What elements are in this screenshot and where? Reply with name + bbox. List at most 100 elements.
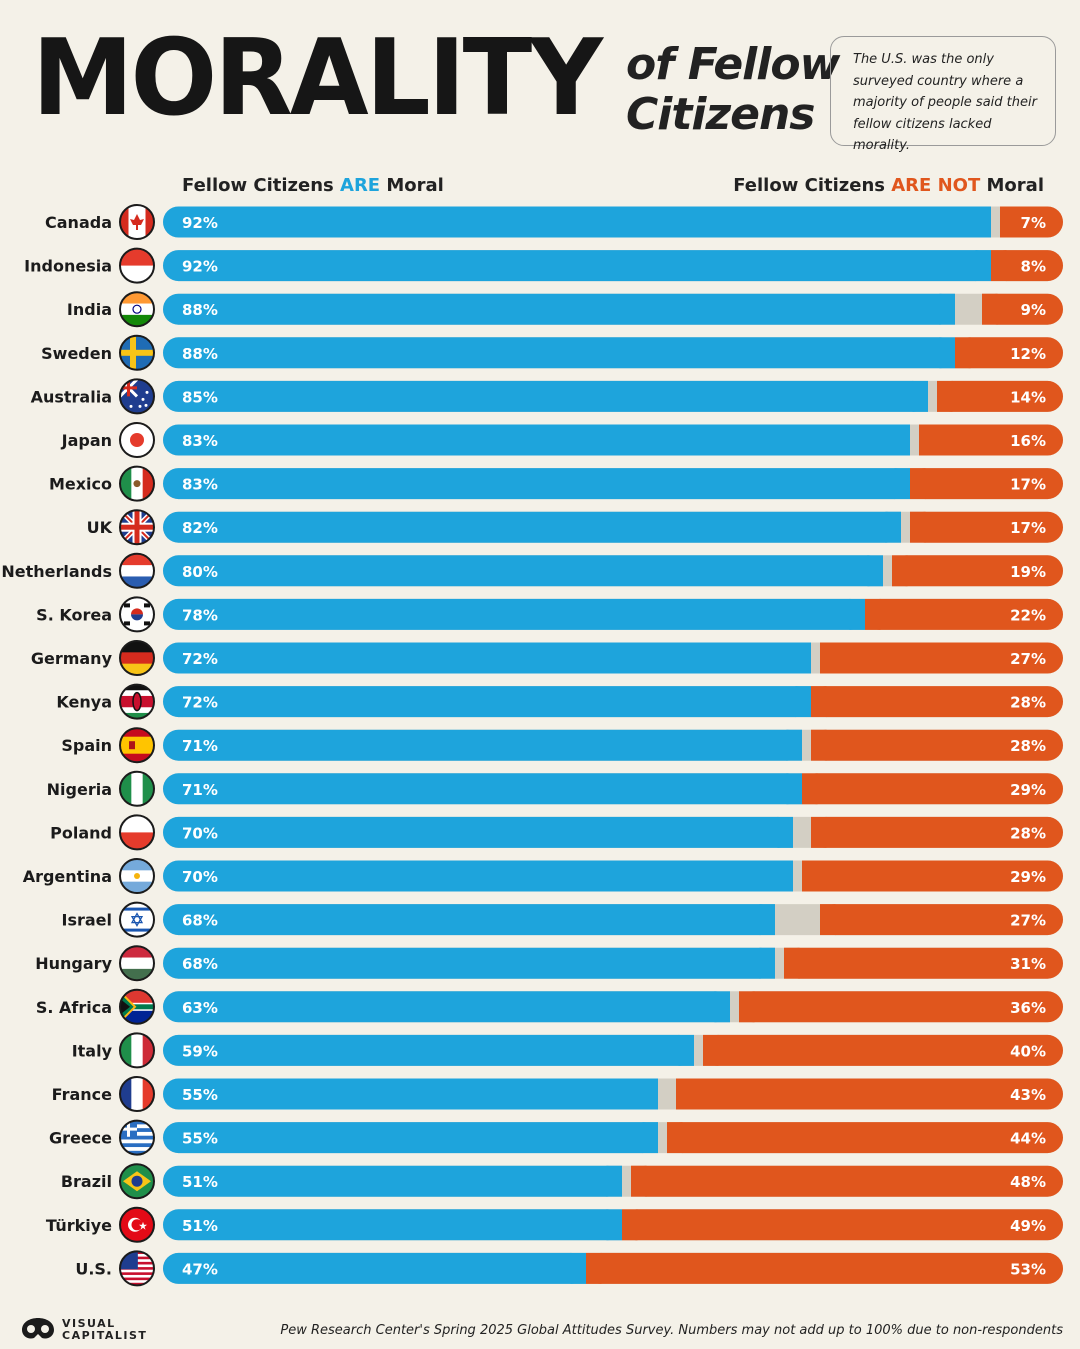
not-moral-value-label: 29%: [1010, 781, 1046, 799]
chart-row: Greece 55% 44%: [49, 1119, 1063, 1156]
flag-ring: [119, 858, 155, 894]
not-moral-bar: [865, 598, 1063, 630]
moral-value-label: 88%: [182, 301, 218, 319]
flag-ring: [119, 1206, 155, 1243]
visual-capitalist-logo-icon: [22, 1318, 54, 1339]
moral-bar: [163, 555, 883, 587]
canada-flag-icon: [120, 205, 154, 239]
chart-row: UK 82% 17%: [87, 509, 1063, 546]
brand-line-1: VISUAL: [62, 1317, 116, 1330]
country-label: Germany: [31, 649, 113, 668]
moral-bar: [163, 337, 955, 369]
flag-ring: [119, 291, 155, 328]
moral-bar: [163, 904, 775, 936]
chart-row: Hungary 68% 31%: [35, 945, 1063, 982]
country-label: Spain: [61, 736, 112, 755]
chart-row: Mexico 83% 17%: [49, 465, 1063, 502]
country-label: S. Africa: [36, 998, 112, 1017]
page-subtitle: of Fellow Citizens: [626, 40, 840, 140]
moral-value-label: 72%: [182, 694, 218, 712]
moral-value-label: 47%: [182, 1260, 218, 1278]
moral-value-label: 92%: [182, 258, 218, 276]
flag-ring: [119, 247, 155, 284]
page-title: MORALITY: [32, 17, 603, 140]
not-moral-value-label: 40%: [1010, 1042, 1046, 1060]
not-moral-bar: [622, 1209, 1063, 1241]
legend-not-moral: Fellow Citizens ARE NOT Moral: [733, 175, 1044, 196]
not-moral-value-label: 17%: [1010, 476, 1046, 494]
not-moral-value-label: 43%: [1010, 1086, 1046, 1104]
not-moral-bar: [586, 1252, 1063, 1284]
chart-row: Italy 59% 40%: [72, 1032, 1063, 1069]
callout-note: The U.S. was the only surveyed country w…: [830, 36, 1056, 153]
moral-bar: [163, 380, 928, 412]
moral-value-label: 68%: [182, 912, 218, 930]
country-label: Mexico: [49, 475, 112, 494]
flag-ring: [119, 1250, 155, 1287]
chart-row: Brazil 51% 48%: [61, 1163, 1063, 1200]
india-flag-icon: [120, 292, 154, 327]
not-moral-value-label: 44%: [1010, 1130, 1046, 1148]
country-label: Greece: [49, 1129, 112, 1148]
south-africa-flag-icon: [120, 989, 154, 1024]
flag-ring: [119, 1076, 155, 1112]
not-moral-value-label: 17%: [1010, 519, 1046, 537]
flag-ring: [119, 596, 155, 633]
moral-bar: [163, 250, 991, 282]
not-moral-value-label: 49%: [1010, 1217, 1046, 1235]
not-moral-value-label: 16%: [1010, 432, 1046, 450]
visual-capitalist-logo: VISUAL CAPITALIST: [20, 1316, 160, 1344]
not-moral-bar: [910, 468, 1063, 500]
legend-not-moral-suffix: Moral: [980, 175, 1044, 196]
not-moral-value-label: 48%: [1010, 1173, 1046, 1191]
flag-ring: [119, 988, 155, 1025]
country-label: Argentina: [23, 867, 112, 886]
moral-value-label: 70%: [182, 824, 218, 842]
flag-ring: [119, 727, 155, 764]
not-moral-value-label: 28%: [1010, 737, 1046, 755]
not-moral-bar: [811, 686, 1063, 718]
moral-value-label: 72%: [182, 650, 218, 668]
moral-bar: [163, 729, 802, 761]
netherlands-flag-icon: [120, 553, 154, 588]
argentina-flag-icon: [120, 859, 154, 893]
moral-value-label: 83%: [182, 432, 218, 450]
chart-row: Indonesia 92% 8%: [24, 247, 1063, 284]
chart-row: India 88% 9%: [67, 291, 1063, 328]
moral-bar: [163, 293, 955, 325]
flag-ring: [119, 1032, 155, 1069]
spain-flag-icon: [120, 728, 154, 763]
country-label: Hungary: [35, 954, 112, 973]
moral-bar: [163, 860, 793, 892]
legend-not-moral-prefix: Fellow Citizens: [733, 175, 892, 196]
chart-row: Netherlands 80% 19%: [1, 552, 1063, 589]
subtitle-line-2: Citizens: [626, 89, 815, 140]
not-moral-value-label: 28%: [1010, 824, 1046, 842]
legend-not-moral-highlight: ARE NOT: [891, 175, 981, 196]
moral-bar: [163, 511, 901, 543]
not-moral-bar: [811, 729, 1063, 761]
flag-ring: [119, 465, 155, 502]
country-label: Italy: [72, 1041, 113, 1060]
moral-value-label: 83%: [182, 476, 218, 494]
country-label: Netherlands: [1, 562, 112, 581]
flag-ring: [119, 901, 155, 938]
moral-value-label: 85%: [182, 388, 218, 406]
moral-value-label: 59%: [182, 1042, 218, 1060]
not-moral-value-label: 22%: [1010, 606, 1046, 624]
indonesia-flag-icon: [120, 248, 154, 283]
flag-ring: [119, 1119, 155, 1156]
flag-ring: [119, 1163, 155, 1200]
country-label: France: [52, 1085, 112, 1104]
chart-row: Germany 72% 27%: [31, 640, 1063, 676]
chart-row: Sweden 88% 12%: [41, 334, 1063, 371]
moral-value-label: 55%: [182, 1130, 218, 1148]
legend-moral-prefix: Fellow Citizens: [182, 175, 341, 196]
moral-bar: [163, 468, 910, 500]
not-moral-bar: [703, 1034, 1063, 1066]
not-moral-bar: [667, 1122, 1063, 1154]
moral-bar: [163, 642, 811, 674]
moral-value-label: 88%: [182, 345, 218, 363]
moral-bar: [163, 1078, 658, 1110]
country-label: Türkiye: [46, 1216, 112, 1235]
